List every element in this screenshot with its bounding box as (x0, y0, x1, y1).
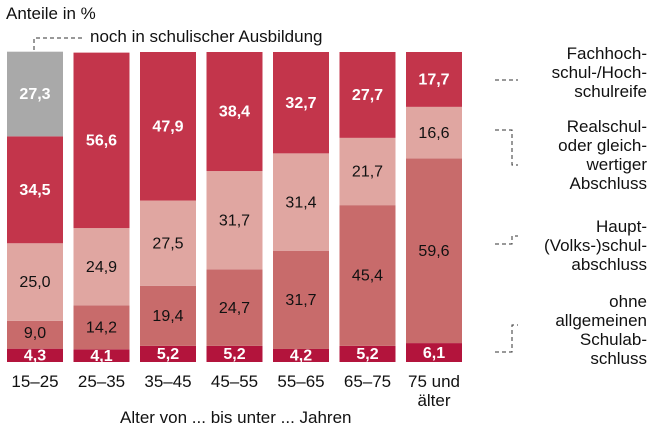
legend-label: Fachhoch- schul-/Hoch- schulreife (551, 44, 647, 101)
x-tick-label: 25–35 (77, 372, 126, 391)
x-tick-label: 65–75 (343, 372, 392, 391)
bar-segment (273, 52, 329, 154)
bar-segment (406, 52, 462, 107)
value-label: 27,5 (152, 235, 183, 252)
bar-segment (406, 158, 462, 344)
bar-segment (73, 52, 130, 229)
bar-segment (339, 205, 396, 346)
x-tick-label: 35–45 (144, 372, 192, 391)
x-tick-label: 75 und älter (408, 372, 460, 410)
connectors (33, 37, 518, 353)
bar-segment (7, 320, 63, 349)
value-label: 38,4 (219, 104, 250, 121)
bar-segment (406, 106, 462, 159)
bar-segment (273, 348, 329, 362)
value-label: 31,4 (285, 194, 316, 211)
value-label: 4,1 (90, 348, 112, 365)
chart-title: Anteile in % (6, 4, 96, 23)
value-label: 5,2 (223, 346, 245, 363)
bar-segment (339, 137, 396, 206)
value-label: 27,3 (19, 86, 50, 103)
bar-segment (140, 345, 196, 362)
legend-label: Realschul- oder gleich- wertiger Abschlu… (558, 117, 647, 193)
bar-segment (140, 285, 196, 346)
legend-label: noch in schulischer Ausbildung (90, 27, 323, 46)
value-label: 17,7 (418, 72, 449, 89)
x-tick-label: 15–25 (11, 372, 59, 391)
legend-label: Haupt- (Volks-)schul- abschluss (544, 217, 647, 274)
value-label: 14,2 (86, 319, 117, 336)
bar-segment (273, 250, 329, 349)
value-label: 24,7 (219, 300, 250, 317)
value-label: 45,4 (352, 268, 383, 285)
value-label: 47,9 (152, 118, 183, 135)
value-label: 5,2 (356, 346, 378, 363)
value-label: 4,3 (24, 348, 46, 365)
value-label: 56,6 (86, 133, 117, 150)
value-label: 59,6 (418, 243, 449, 260)
bar-segment (7, 348, 63, 362)
bar-segment (73, 305, 130, 350)
value-label: 25,0 (19, 274, 50, 291)
connector (33, 37, 84, 50)
bar-segment (206, 52, 263, 172)
value-label: 4,2 (290, 348, 312, 365)
value-label: 31,7 (285, 292, 316, 309)
connector (495, 129, 518, 166)
value-label: 31,7 (219, 212, 250, 229)
value-label: 32,7 (285, 95, 316, 112)
value-label: 27,7 (352, 87, 383, 104)
bar-segment (7, 51, 63, 137)
bar-segment (339, 345, 396, 362)
value-label: 9,0 (24, 325, 46, 342)
bar-segment (7, 243, 63, 321)
bar-segment (206, 171, 263, 270)
connector (495, 324, 518, 353)
bar-segment (7, 136, 63, 244)
bar-segment (140, 200, 196, 286)
value-label: 16,6 (418, 125, 449, 142)
value-label: 6,1 (423, 345, 445, 362)
value-label: 19,4 (152, 308, 183, 325)
bar-segment (206, 269, 263, 346)
value-label: 34,5 (19, 182, 50, 199)
bar-segment (140, 52, 196, 201)
x-axis-label: Alter von ... bis unter ... Jahren (120, 408, 352, 427)
bar-segment (206, 345, 263, 362)
bar-segment (73, 349, 130, 362)
x-tick-label: 55–65 (277, 372, 325, 391)
value-label: 24,9 (86, 259, 117, 276)
bar-segment (73, 228, 130, 306)
value-label: 21,7 (352, 164, 383, 181)
bar-segment (406, 343, 462, 362)
legend-label: ohne allgemeinen Schulab- schluss (555, 292, 647, 368)
connector (495, 235, 518, 245)
bar-segment (339, 52, 396, 138)
bar-segment (273, 153, 329, 251)
value-label: 5,2 (157, 346, 179, 363)
x-tick-label: 45–55 (210, 372, 259, 391)
